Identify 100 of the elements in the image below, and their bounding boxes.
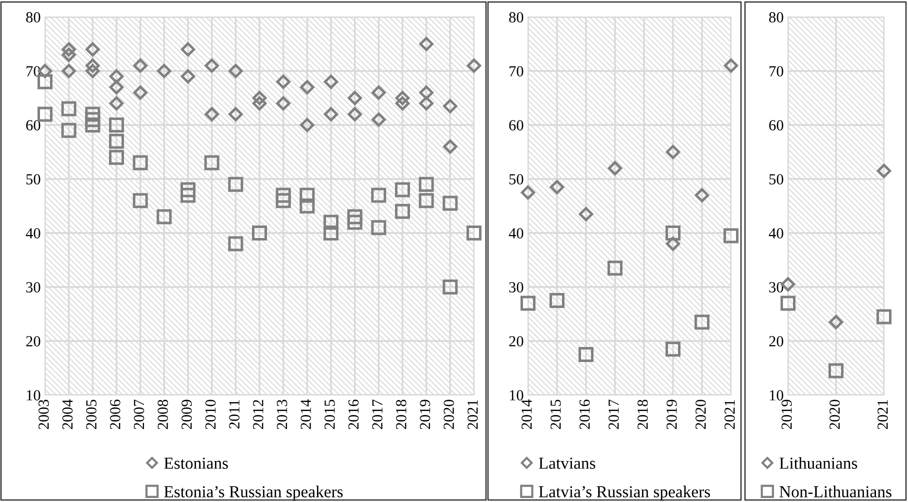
y-tick-label: 10: [26, 390, 40, 400]
point: [180, 188, 196, 203]
point: [466, 58, 482, 73]
y-tick-label: 10: [510, 390, 524, 400]
x-tick-label: 2020: [830, 400, 840, 430]
point: [252, 226, 267, 240]
point: [418, 176, 434, 192]
point: [252, 90, 267, 106]
point: [109, 134, 124, 149]
point: [347, 209, 362, 224]
point: [419, 36, 434, 52]
y-tick-label: 70: [510, 66, 524, 76]
x-tick-label: 2014: [300, 399, 311, 430]
point: [694, 314, 710, 330]
x-tick-label: 2011: [229, 400, 240, 428]
point: [133, 85, 148, 100]
point: [324, 74, 338, 89]
y-tick-label: 50: [769, 174, 784, 184]
point: [520, 296, 536, 311]
point: [780, 296, 796, 311]
x-tick-label: 2003: [38, 400, 49, 430]
point: [85, 118, 100, 132]
x-tick-label: 2014: [522, 399, 532, 430]
y-tick-label: 40: [508, 228, 524, 238]
point: [180, 182, 196, 198]
x-tick-label: 2007: [134, 400, 144, 430]
x-tick-label: 2005: [86, 400, 96, 430]
x-tick-label: 2021: [724, 400, 735, 430]
point: [608, 161, 622, 176]
y-tick-label: 50: [26, 174, 40, 184]
point: [395, 96, 410, 111]
point: [828, 363, 844, 378]
y-tick-label: 20: [509, 336, 524, 346]
y-tick-label: 20: [26, 336, 40, 346]
x-tick-label: 2012: [253, 400, 264, 430]
y-tick-label: 30: [509, 282, 524, 292]
point: [666, 144, 680, 160]
point: [395, 90, 410, 106]
x-tick-label: 2008: [158, 400, 168, 430]
point: [419, 85, 434, 100]
point: [371, 220, 386, 236]
point: [180, 42, 196, 57]
point: [828, 314, 844, 330]
x-tick-label: 2016: [348, 400, 359, 430]
x-tick-label: 2018: [638, 400, 648, 430]
legend-label: Lithuanians: [780, 457, 858, 469]
point: [666, 226, 680, 240]
point: [276, 96, 290, 111]
point: [550, 180, 564, 194]
x-tick-label: 2018: [396, 400, 406, 430]
point: [204, 155, 220, 170]
point: [520, 185, 536, 200]
point: [133, 58, 148, 73]
x-tick-label: 2016: [580, 400, 590, 430]
point: [372, 112, 386, 127]
point: [132, 193, 148, 208]
point: [418, 193, 434, 208]
x-tick-label: 2013: [276, 400, 288, 430]
y-tick-label: 80: [769, 12, 784, 22]
point: [419, 96, 434, 111]
y-tick-label: 50: [509, 174, 524, 184]
point: [276, 193, 291, 208]
point: [443, 139, 458, 154]
x-tick-label: 2021: [468, 400, 478, 430]
legend-label: Latvia’s Russian speakers: [538, 486, 710, 501]
legend-label: Estonia’s Russian speakers: [164, 486, 343, 501]
point: [348, 90, 362, 106]
point: [62, 42, 76, 57]
y-tick-label: 80: [26, 12, 40, 22]
point: [324, 214, 338, 230]
point: [228, 176, 244, 192]
x-tick-label: 2010: [205, 400, 216, 430]
x-tick-label: 2019: [666, 400, 677, 430]
x-tick-label: 2017: [372, 400, 382, 430]
point: [876, 164, 892, 178]
point: [666, 342, 680, 357]
point: [347, 214, 362, 230]
point: [132, 155, 148, 170]
point: [61, 101, 76, 116]
point: [724, 228, 738, 244]
point: [62, 48, 76, 62]
point: [442, 196, 458, 211]
x-tick-label: 2015: [550, 400, 561, 430]
point: [724, 58, 738, 73]
x-tick-label: 2019: [420, 400, 430, 430]
point: [395, 204, 410, 219]
x-tick-label: 2020: [696, 400, 706, 430]
x-tick-label: 2020: [444, 400, 454, 430]
point: [578, 347, 594, 362]
point: [109, 69, 124, 84]
point: [276, 74, 290, 89]
point: [228, 107, 243, 122]
point: [85, 112, 100, 128]
x-tick-label: 2009: [182, 400, 192, 430]
legend-label: Estonians: [164, 458, 228, 469]
y-tick-label: 60: [509, 120, 524, 130]
point: [372, 85, 386, 100]
y-tick-label: 40: [768, 228, 784, 238]
x-tick-label: 2004: [62, 399, 73, 430]
x-tick-label: 2021: [878, 400, 888, 430]
